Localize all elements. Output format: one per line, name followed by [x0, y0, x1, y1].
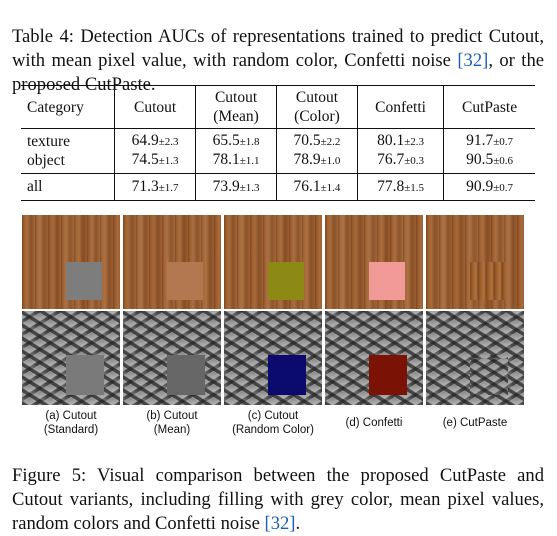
table-caption: Table 4: Detection AUCs of representatio…	[12, 25, 544, 97]
table-cell: 65.5±1.8	[195, 128, 278, 151]
figure-caption: Figure 5: Visual comparison between the …	[12, 464, 544, 536]
table-cell: 91.7±0.7	[466, 132, 514, 149]
cutpaste-patch	[470, 355, 508, 395]
cutout-patch	[268, 355, 306, 395]
mesh-cutout-mean-image	[123, 311, 221, 405]
table-row: object 74.5±1.3 78.1±1.1 78.9±1.0 76.7±0…	[21, 151, 535, 174]
comparison-figure	[22, 215, 524, 407]
table-cell: 76.7±0.3	[357, 151, 445, 174]
subfigure-label-e: (e) CutPaste	[442, 417, 508, 429]
mesh-confetti-image	[325, 311, 423, 405]
table-cell: 64.9±2.3	[114, 128, 197, 151]
wood-cutout-color-image	[224, 215, 322, 309]
header-confetti: Confetti	[357, 85, 445, 129]
header-category: Category	[21, 85, 116, 129]
figure-caption-tail: .	[295, 512, 301, 534]
auc-table: Category Cutout Cutout (Mean) Cutout (Colo…	[21, 85, 535, 201]
cutout-patch	[66, 262, 102, 300]
table-cell: 70.5±2.2	[276, 128, 358, 151]
wood-cutpaste-image	[426, 215, 524, 309]
header-cutout-color: Cutout (Color)	[276, 85, 358, 129]
wood-row	[22, 215, 524, 309]
table-cell: 90.9±0.7	[466, 178, 514, 195]
mesh-row	[22, 311, 524, 405]
table-cell: 71.3±1.7	[114, 173, 197, 201]
table-cell: 80.1±2.3	[357, 128, 445, 151]
table-cell: 73.9±1.3	[195, 173, 278, 201]
confetti-patch	[369, 355, 407, 395]
citation-link[interactable]: [32]	[264, 512, 296, 534]
wood-confetti-image	[325, 215, 423, 309]
row-category: object	[21, 151, 116, 174]
header-cutpaste: CutPaste	[462, 98, 518, 116]
mesh-cutout-standard-image	[22, 311, 120, 405]
table-cell: 76.1±1.4	[276, 173, 358, 201]
subfigure-label-a: (a) Cutout (Standard)	[43, 410, 99, 436]
subfigure-labels: (a) Cutout (Standard) (b) Cutout (Mean) (c…	[22, 409, 524, 437]
table-cell: 78.1±1.1	[195, 151, 278, 174]
table-cell: 74.5±1.3	[114, 151, 197, 174]
row-category: all	[21, 173, 116, 201]
wood-cutout-standard-image	[22, 215, 120, 309]
citation-link[interactable]: [32]	[457, 49, 489, 71]
wood-cutout-mean-image	[123, 215, 221, 309]
table-cell: 78.9±1.0	[276, 151, 358, 174]
cutpaste-patch	[470, 262, 506, 300]
header-cutout-mean: Cutout (Mean)	[195, 85, 278, 129]
table-row: texture 64.9±2.3 65.5±1.8 70.5±2.2 80.1±…	[21, 128, 535, 151]
cutout-patch	[167, 262, 203, 300]
row-category: texture	[21, 128, 116, 151]
figure-caption-text: Figure 5: Visual comparison between the …	[12, 464, 544, 534]
table-cell: 77.8±1.5	[357, 173, 445, 201]
subfigure-label-b: (b) Cutout (Mean)	[146, 410, 198, 436]
cutout-patch	[167, 355, 205, 395]
cutout-patch	[66, 355, 104, 395]
table-caption-text: Table 4: Detection AUCs of representatio…	[12, 25, 544, 71]
mesh-cutout-color-image	[224, 311, 322, 405]
cutout-patch	[268, 262, 304, 300]
table-header-row: Category Cutout Cutout (Mean) Cutout (Colo…	[21, 85, 535, 129]
confetti-patch	[369, 262, 405, 300]
table-row-total: all 71.3±1.7 73.9±1.3 76.1±1.4 77.8±1.5 …	[21, 173, 535, 201]
header-cutout: Cutout	[114, 85, 197, 129]
mesh-cutpaste-image	[426, 311, 524, 405]
subfigure-label-c: (c) Cutout (Random Color)	[232, 410, 314, 436]
table-cell: 90.5±0.6	[466, 151, 514, 168]
subfigure-label-d: (d) Confetti	[345, 417, 403, 429]
